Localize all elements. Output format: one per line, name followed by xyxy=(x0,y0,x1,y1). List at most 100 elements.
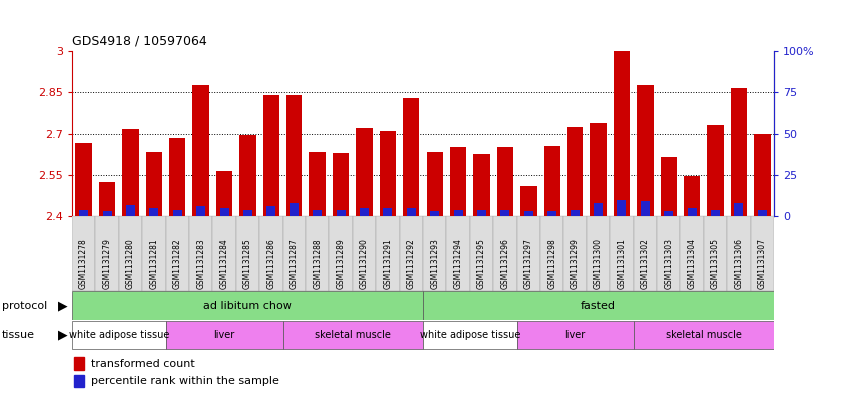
Bar xyxy=(520,186,536,216)
Bar xyxy=(684,176,700,216)
Text: ▶: ▶ xyxy=(58,329,67,342)
Bar xyxy=(711,209,720,216)
Bar xyxy=(571,209,580,216)
Bar xyxy=(731,88,747,216)
Bar xyxy=(750,216,774,291)
Bar xyxy=(243,209,252,216)
Bar xyxy=(80,209,88,216)
Text: transformed count: transformed count xyxy=(91,358,195,369)
Text: GSM1131307: GSM1131307 xyxy=(758,238,766,288)
Bar xyxy=(262,95,279,216)
Text: ▶: ▶ xyxy=(58,299,67,312)
Bar xyxy=(634,216,657,291)
Bar xyxy=(189,216,212,291)
Bar xyxy=(450,147,466,216)
Text: GSM1131294: GSM1131294 xyxy=(453,238,463,288)
Bar xyxy=(734,203,744,216)
Text: GSM1131290: GSM1131290 xyxy=(360,238,369,288)
Bar xyxy=(477,209,486,216)
Bar xyxy=(102,211,112,216)
Bar xyxy=(126,205,135,216)
Bar xyxy=(426,151,443,216)
Bar xyxy=(610,216,634,291)
Text: GSM1131284: GSM1131284 xyxy=(220,238,228,288)
Text: GSM1131286: GSM1131286 xyxy=(266,238,275,288)
Text: tissue: tissue xyxy=(2,330,35,340)
Bar xyxy=(423,292,774,320)
Bar xyxy=(380,131,396,216)
Bar xyxy=(220,208,228,216)
Bar xyxy=(540,216,563,291)
Text: GSM1131297: GSM1131297 xyxy=(524,238,533,288)
Bar xyxy=(266,206,275,216)
Text: GSM1131278: GSM1131278 xyxy=(80,238,88,288)
Bar xyxy=(634,321,774,349)
Text: GSM1131302: GSM1131302 xyxy=(641,238,650,288)
Bar xyxy=(259,216,283,291)
Text: GSM1131279: GSM1131279 xyxy=(102,238,112,288)
Bar xyxy=(728,216,750,291)
Bar xyxy=(332,153,349,216)
Bar xyxy=(493,216,517,291)
Bar xyxy=(517,216,540,291)
Bar xyxy=(72,321,166,349)
Text: GSM1131280: GSM1131280 xyxy=(126,238,135,288)
Bar xyxy=(470,216,493,291)
Text: GSM1131300: GSM1131300 xyxy=(594,238,603,288)
Text: GSM1131296: GSM1131296 xyxy=(501,238,509,288)
Bar xyxy=(72,292,423,320)
Bar xyxy=(122,129,139,216)
Bar xyxy=(239,135,255,216)
Bar xyxy=(473,154,490,216)
Bar xyxy=(283,216,306,291)
Bar xyxy=(594,203,603,216)
Bar xyxy=(383,208,393,216)
Bar xyxy=(680,216,704,291)
Bar xyxy=(150,208,158,216)
Bar xyxy=(707,125,724,216)
Bar xyxy=(166,216,189,291)
Bar xyxy=(423,216,447,291)
Text: GSM1131285: GSM1131285 xyxy=(243,238,252,288)
Bar xyxy=(591,123,607,216)
Text: GSM1131301: GSM1131301 xyxy=(618,238,626,288)
Bar xyxy=(657,216,680,291)
Bar xyxy=(403,98,420,216)
Bar xyxy=(313,209,322,216)
Bar xyxy=(704,216,728,291)
Text: GSM1131282: GSM1131282 xyxy=(173,238,182,288)
Bar xyxy=(74,375,85,387)
Bar xyxy=(337,209,345,216)
Text: liver: liver xyxy=(213,330,234,340)
Bar xyxy=(524,211,533,216)
Bar xyxy=(173,209,182,216)
Text: GSM1131288: GSM1131288 xyxy=(313,238,322,288)
Bar xyxy=(431,211,439,216)
Bar xyxy=(453,209,463,216)
Bar xyxy=(283,321,423,349)
Bar xyxy=(329,216,353,291)
Bar xyxy=(543,146,560,216)
Bar xyxy=(286,95,303,216)
Bar xyxy=(212,216,236,291)
Text: white adipose tissue: white adipose tissue xyxy=(420,330,520,340)
Text: skeletal muscle: skeletal muscle xyxy=(315,330,391,340)
Bar xyxy=(353,216,376,291)
Bar xyxy=(563,216,587,291)
Bar xyxy=(376,216,399,291)
Bar xyxy=(290,203,299,216)
Bar xyxy=(356,128,373,216)
Bar xyxy=(758,209,766,216)
Text: GSM1131283: GSM1131283 xyxy=(196,238,205,288)
Text: GSM1131291: GSM1131291 xyxy=(383,238,393,288)
Bar xyxy=(637,85,654,216)
Bar xyxy=(72,216,96,291)
Bar xyxy=(587,216,610,291)
Text: GSM1131298: GSM1131298 xyxy=(547,238,556,288)
Bar xyxy=(310,151,326,216)
Bar xyxy=(517,321,634,349)
Text: white adipose tissue: white adipose tissue xyxy=(69,330,169,340)
Text: GSM1131292: GSM1131292 xyxy=(407,238,415,288)
Text: GSM1131295: GSM1131295 xyxy=(477,238,486,288)
Bar xyxy=(407,208,415,216)
